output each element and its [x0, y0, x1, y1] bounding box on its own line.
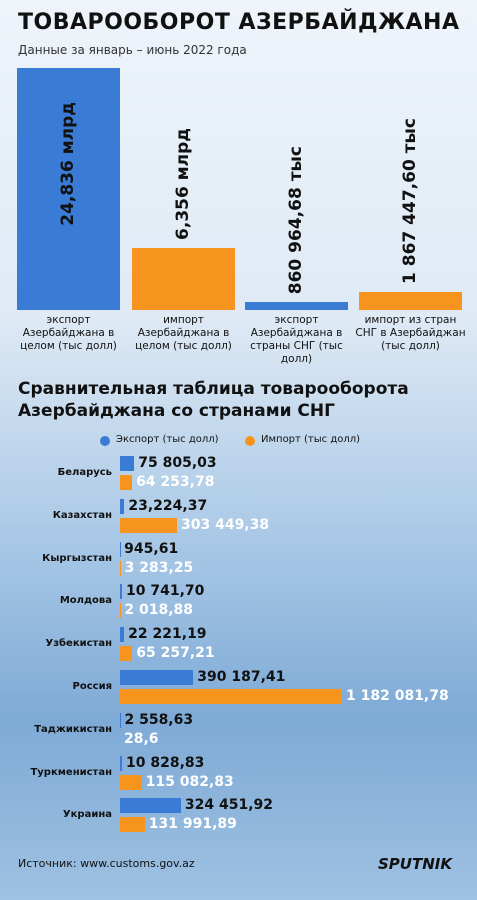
value-label: 945,61	[124, 540, 179, 557]
category-label: экспорт Азербайджана в целом (тыс долл)	[20, 314, 117, 352]
bar	[120, 689, 342, 704]
country-label: Узбекистан	[45, 638, 112, 650]
bar	[132, 248, 235, 310]
bar	[120, 755, 123, 771]
country-label: Беларусь	[57, 467, 112, 478]
chart-title: Сравнительная таблица товарооборота Азер…	[18, 379, 409, 421]
country-label: Молдова	[59, 595, 112, 607]
value-label: 10 741,70	[126, 583, 205, 600]
subtitle: Данные за январь – июнь 2022 года	[18, 43, 247, 57]
value-label: 2 018,88	[124, 602, 194, 619]
value-label: 2 558,63	[124, 711, 194, 728]
legend-dot	[245, 436, 255, 446]
bar	[120, 670, 194, 685]
bar	[120, 774, 142, 790]
country-label: Казахстан	[52, 509, 112, 521]
bar	[120, 646, 133, 662]
bar	[120, 798, 181, 814]
bar	[17, 68, 120, 310]
bar	[120, 817, 145, 833]
category-label: импорт Азербайджана в целом (тыс долл)	[135, 314, 232, 352]
value-label: 131 991,89	[148, 816, 237, 833]
value-label: 115 082,83	[145, 773, 234, 790]
country-label: Украина	[62, 809, 112, 821]
value-label: 303 449,38	[180, 516, 270, 533]
value-label: 390 187,41	[197, 669, 286, 685]
bar	[120, 627, 125, 643]
bar	[120, 560, 121, 576]
value-label: 28,6	[124, 730, 159, 747]
value-label: 324 451,92	[184, 797, 274, 814]
legend-dot	[100, 436, 110, 446]
value-label: 22 221,19	[128, 626, 207, 643]
value-label: 10 828,83	[126, 754, 205, 771]
country-label: Кыргызстан	[42, 552, 112, 564]
value-label: 64 253,78	[136, 474, 215, 490]
value-label: 860 964,68 тыс	[285, 145, 306, 294]
value-label: 3 283,25	[124, 559, 194, 576]
value-label: 24,836 млрд	[57, 102, 78, 226]
legend-label: Экспорт (тыс долл)	[116, 434, 219, 445]
bar	[120, 456, 135, 471]
value-label: 65 257,21	[136, 645, 215, 662]
source: Источник: www.customs.gov.az	[18, 857, 195, 870]
value-label: 23,224,37	[128, 497, 208, 514]
country-label: Таджикистан	[34, 723, 112, 735]
country-label: Туркменистан	[30, 766, 112, 778]
bar	[120, 517, 177, 533]
bar	[120, 584, 123, 600]
bar	[245, 301, 348, 310]
bar	[120, 498, 125, 514]
logo: SPUTNIK	[378, 855, 452, 873]
legend-label: Импорт (тыс долл)	[261, 434, 361, 445]
value-label: 1 867 447,60 тыс	[399, 117, 420, 284]
value-label: 6,356 млрд	[172, 128, 193, 240]
title: ТОВАРООБОРОТ АЗЕРБАЙДЖАНА	[18, 10, 460, 35]
value-label: 1 182 081,78	[346, 688, 449, 704]
category-label: импорт из стран СНГ в Азербайджан (тыс д…	[355, 314, 466, 352]
bar	[120, 475, 133, 490]
category-label: экспорт Азербайджана в страны СНГ (тыс д…	[250, 314, 343, 365]
value-label: 75 805,03	[138, 455, 217, 471]
country-label: Россия	[72, 681, 112, 692]
bar	[359, 291, 462, 310]
